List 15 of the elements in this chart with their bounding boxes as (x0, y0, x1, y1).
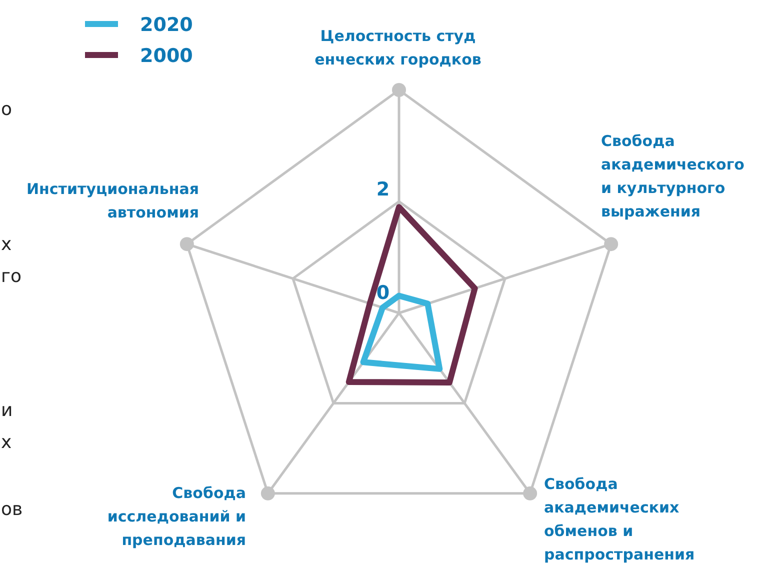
spoke-label: Целостность студ енческих городков (314, 27, 482, 68)
spoke-label: Свобода академических обменов и распространения (544, 475, 695, 564)
spoke-label: Свобода исследований и преподавания (107, 484, 246, 549)
spoke-label: Свобода академического и культурного выражения (601, 132, 744, 220)
text: о (1, 99, 12, 120)
y-tick-label: 0 (376, 282, 390, 304)
spoke-label: Институциональная автономия (26, 180, 199, 222)
text: го (1, 266, 22, 287)
text: х (1, 234, 12, 255)
legend-label: 2000 (140, 45, 193, 67)
text: и (1, 400, 13, 421)
text: ов (1, 499, 23, 520)
y-tick-label: 2 (376, 178, 390, 200)
legend-label: 2020 (140, 14, 193, 36)
text: х (1, 432, 12, 453)
